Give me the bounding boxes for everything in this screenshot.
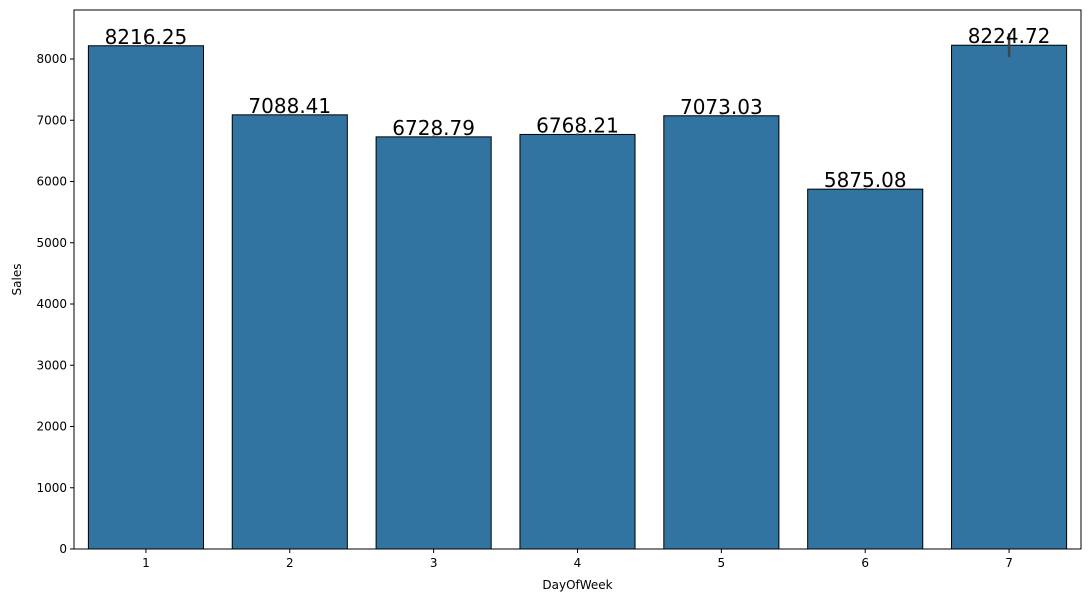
x-tick-label: 7 <box>1005 556 1013 570</box>
y-tick-label: 2000 <box>36 420 67 434</box>
bar-day-3 <box>375 136 492 550</box>
y-tick-label: 5000 <box>36 236 67 250</box>
y-tick-label: 1000 <box>36 481 67 495</box>
x-tick-label: 1 <box>142 556 150 570</box>
data-label-day-6: 5875.08 <box>824 168 907 192</box>
x-axis: 1 2 3 4 5 6 7 <box>142 549 1013 570</box>
bar-day-4 <box>519 133 636 550</box>
bar-day-5 <box>663 115 780 550</box>
x-tick-label: 4 <box>574 556 582 570</box>
x-tick-label: 3 <box>430 556 438 570</box>
y-axis: 0 1000 2000 3000 4000 5000 6000 7000 8000 <box>36 52 74 556</box>
x-tick-label: 6 <box>861 556 869 570</box>
data-labels-layer: 8216.25 7088.41 6728.79 6768.21 7073.03 5875.… <box>105 24 1051 192</box>
data-label-day-2: 7088.41 <box>248 94 331 118</box>
data-label-day-5: 7073.03 <box>680 95 763 119</box>
bar-day-2 <box>231 114 348 550</box>
bars-layer <box>87 44 1068 550</box>
data-label-day-3: 6728.79 <box>392 116 475 140</box>
y-tick-label: 7000 <box>36 113 67 127</box>
x-tick-label: 5 <box>718 556 726 570</box>
y-tick-label: 3000 <box>36 358 67 372</box>
data-label-day-7: 8224.72 <box>968 24 1051 48</box>
x-axis-label: DayOfWeek <box>542 578 612 592</box>
y-tick-label: 4000 <box>36 297 67 311</box>
plot-frame <box>73 9 1082 550</box>
y-tick-label: 0 <box>59 542 67 556</box>
y-tick-label: 8000 <box>36 52 67 66</box>
bar-day-1 <box>87 45 204 550</box>
y-tick-label: 6000 <box>36 175 67 189</box>
x-tick-label: 2 <box>286 556 294 570</box>
y-axis-label: Sales <box>10 264 24 296</box>
data-label-day-4: 6768.21 <box>536 113 619 137</box>
bar-day-6 <box>807 188 924 550</box>
bar-day-7 <box>951 44 1068 550</box>
data-label-day-1: 8216.25 <box>105 25 188 49</box>
error-bars-layer <box>144 33 1011 191</box>
